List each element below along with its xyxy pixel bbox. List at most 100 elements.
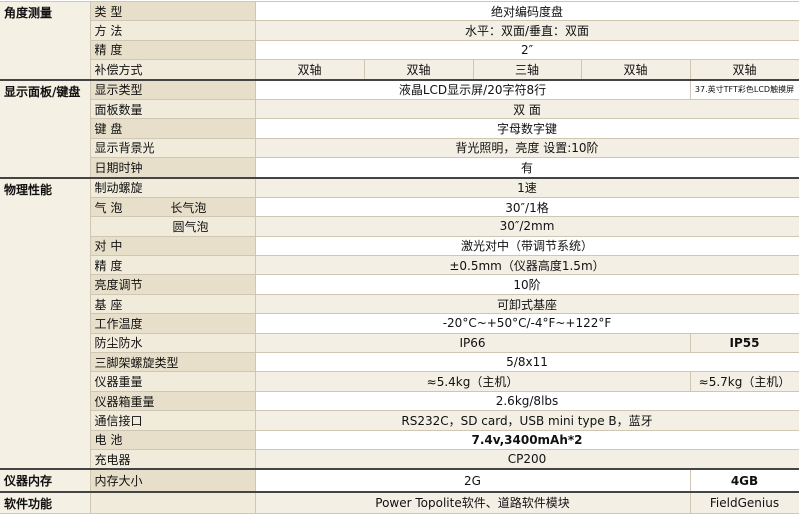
label-text: 充电器 <box>94 452 131 467</box>
label-text: 方 法 <box>94 24 123 39</box>
spec-value: 7.4v,3400mAh*2 <box>254 429 799 450</box>
row-label: 圆气泡 <box>89 216 256 237</box>
row-label: 面板数量 <box>89 98 256 120</box>
spec-value: 双 面 <box>254 98 799 120</box>
section-title: 仪器内存 <box>0 468 91 493</box>
spec-value: 水平：双面/垂直：双面 <box>254 20 799 41</box>
spec-value: 2″ <box>254 39 799 61</box>
spec-row: 显示背景光 背光照明，亮度 设置:10阶 <box>0 137 799 159</box>
spec-row: 精 度 ±0.5mm（仪器高度1.5m） <box>0 255 799 276</box>
spec-value: 双轴 <box>580 59 691 81</box>
label-text: 气 泡 <box>94 200 123 215</box>
section-title: 软件功能 <box>0 490 91 514</box>
spec-value: RS232C，SD card，USB mini type B，蓝牙 <box>254 410 799 431</box>
row-label: 显示背景光 <box>89 137 256 159</box>
label-text: 对 中 <box>94 239 123 254</box>
row-label: 显示类型 <box>89 78 256 100</box>
spec-row: 三脚架螺旋类型 5/8x11 <box>0 352 799 373</box>
spec-value: Power Topolite软件、道路软件模块 <box>254 490 691 514</box>
spec-value: 绝对编码度盘 <box>254 0 799 22</box>
spec-row: 物理性能 制动螺旋 1速 <box>0 176 799 470</box>
spec-value: 三轴 <box>472 59 582 81</box>
spec-value: 有 <box>254 157 799 179</box>
spec-value: 30″/1格 <box>254 196 799 218</box>
spec-value: 双轴 <box>254 59 365 81</box>
label-text: 亮度调节 <box>94 278 143 293</box>
spec-value: 4GB <box>689 468 799 493</box>
row-label: 基 座 <box>89 293 256 315</box>
spec-row: 仪器箱重量 2.6kg/8lbs <box>0 390 799 412</box>
spec-row: 防尘防水 IP66 IP55 <box>0 332 799 354</box>
row-label: 防尘防水 <box>89 332 256 354</box>
spec-value: 10阶 <box>254 274 799 295</box>
spec-row: 软件功能 Power Topolite软件、道路软件模块 FieldGenius <box>0 490 799 514</box>
spec-value: ±0.5mm（仪器高度1.5m） <box>254 255 799 276</box>
spec-value: IP55 <box>689 332 799 354</box>
spec-row: 工作温度 -20°C~+50°C/-4°F~+122°F <box>0 313 799 334</box>
spec-value: 1速 <box>254 176 799 198</box>
spec-value: 37.英寸TFT彩色LCD触摸屏 <box>689 78 799 100</box>
row-label: 工作温度 <box>89 313 256 334</box>
spec-row: 补偿方式 双轴 双轴 三轴 双轴 双轴 <box>0 59 799 81</box>
spec-row: 通信接口 RS232C，SD card，USB mini type B，蓝牙 <box>0 410 799 431</box>
spec-value: 字母数字键 <box>254 118 799 139</box>
spec-row: 仪器内存 内存大小 2G 4GB <box>0 468 799 493</box>
spec-value: 30″/2mm <box>254 216 799 237</box>
spec-row: 方 法 水平：双面/垂直：双面 <box>0 20 799 41</box>
spec-value: ≈5.4kg（主机） <box>254 371 691 392</box>
row-label: 精 度 <box>89 39 256 61</box>
spec-value: 2.6kg/8lbs <box>254 390 799 412</box>
label-text: 显示背景光 <box>94 141 155 156</box>
label-text: 精 度 <box>94 43 123 58</box>
spec-value: 双轴 <box>689 59 799 81</box>
row-label: 日期时钟 <box>89 157 256 179</box>
label-text: 内存大小 <box>94 474 143 489</box>
row-label: 充电器 <box>89 448 256 470</box>
label-text: 精 度 <box>94 258 123 273</box>
section-title: 显示面板/键盘 <box>0 78 91 179</box>
spec-value: CP200 <box>254 448 799 470</box>
row-label: 电 池 <box>89 429 256 450</box>
label-text: 日期时钟 <box>94 160 143 175</box>
row-label: 通信接口 <box>89 410 256 431</box>
sub-label: 长气泡 <box>170 200 207 215</box>
row-label: 三脚架螺旋类型 <box>89 352 256 373</box>
label-text: 键 盘 <box>94 122 123 137</box>
label-text: 仪器重量 <box>94 375 143 390</box>
spec-row: 显示面板/键盘 显示类型 液晶LCD显示屏/20字符8行 37.英寸TFT彩色LCD触… <box>0 78 799 179</box>
spec-row: 角度测量类 型 绝对编码度盘 <box>0 0 799 81</box>
label-text: 显示类型 <box>94 83 143 98</box>
label-text: 制动螺旋 <box>94 181 143 196</box>
row-label: 制动螺旋 <box>89 176 256 198</box>
spec-row: 日期时钟 有 <box>0 157 799 179</box>
label-text: 基 座 <box>94 297 123 312</box>
spec-row: 电 池 7.4v,3400mAh*2 <box>0 429 799 450</box>
row-label: 亮度调节 <box>89 274 256 295</box>
spec-row: 充电器 CP200 <box>0 448 799 470</box>
label-text: 三脚架螺旋类型 <box>94 355 179 370</box>
label-text: 补偿方式 <box>94 62 143 77</box>
spec-row: 面板数量 双 面 <box>0 98 799 120</box>
spec-value: 可卸式基座 <box>254 293 799 315</box>
spec-value: 2G <box>254 468 691 493</box>
label-text: 防尘防水 <box>94 336 143 351</box>
row-label: 方 法 <box>89 20 256 41</box>
spec-row: 气 泡 长气泡 30″/1格 <box>0 196 799 218</box>
spec-value: 双轴 <box>363 59 474 81</box>
row-label <box>89 490 256 514</box>
label-text: 通信接口 <box>94 413 143 428</box>
section-title: 物理性能 <box>0 176 91 470</box>
spec-row: 仪器重量 ≈5.4kg（主机） ≈5.7kg（主机） <box>0 371 799 392</box>
row-label: 精 度 <box>89 255 256 276</box>
spec-value: -20°C~+50°C/-4°F~+122°F <box>254 313 799 334</box>
row-label: 键 盘 <box>89 118 256 139</box>
label-text: 类 型 <box>94 4 123 19</box>
row-label: 仪器箱重量 <box>89 390 256 412</box>
spec-value: 液晶LCD显示屏/20字符8行 <box>254 78 691 100</box>
spec-value: FieldGenius <box>689 490 799 514</box>
spec-value: 激光对中（带调节系统） <box>254 235 799 257</box>
label-text: 仪器箱重量 <box>94 394 155 409</box>
row-label: 气 泡 长气泡 <box>89 196 256 218</box>
